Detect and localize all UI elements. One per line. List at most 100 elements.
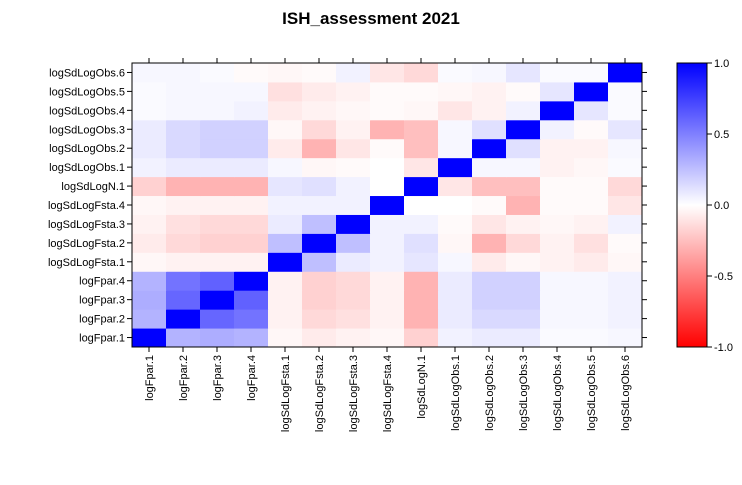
heatmap-cell (132, 252, 167, 272)
heatmap-cell (234, 252, 269, 272)
heatmap-cell (336, 157, 371, 178)
heatmap-cell (268, 100, 303, 121)
x-tick-label: logSdLogObs.4 (552, 355, 564, 431)
heatmap-cell (540, 195, 575, 215)
heatmap-cell (234, 100, 269, 121)
heatmap-cell (574, 195, 609, 215)
y-tick-label: logSdLogObs.3 (49, 124, 125, 136)
heatmap-cell (370, 119, 405, 140)
heatmap-cell (268, 290, 303, 310)
heatmap-cell (404, 233, 439, 253)
heatmap-cell (166, 233, 201, 253)
heatmap-cell (200, 328, 235, 348)
heatmap-cell (472, 195, 507, 215)
heatmap-cell (268, 233, 303, 253)
heatmap-cell (302, 233, 337, 253)
heatmap-cell (302, 290, 337, 310)
heatmap-cell (608, 157, 643, 178)
heatmap-cell (574, 290, 609, 310)
heatmap-cell (540, 328, 575, 348)
y-tick-label: logSdLogFsta.3 (48, 219, 125, 231)
y-tick-label: logSdLogObs.1 (49, 162, 125, 174)
heatmap-cell (370, 271, 405, 291)
x-axis: logFpar.1 logFpar.2 logFpar.3 logFpar.4 logS… (144, 58, 632, 432)
heatmap-cell (200, 290, 235, 310)
heatmap-cell (336, 309, 371, 329)
heatmap-cell (166, 252, 201, 272)
x-tick-label: logSdLogObs.2 (484, 355, 496, 431)
heatmap-cell (472, 63, 507, 83)
heatmap-cell (608, 81, 643, 102)
heatmap-cell (132, 309, 167, 329)
heatmap-cell (540, 252, 575, 272)
heatmap-cell (234, 214, 269, 234)
y-tick-label: logSdLogObs.6 (49, 67, 125, 79)
heatmap-cell (234, 195, 269, 215)
heatmap-cell (540, 81, 575, 102)
heatmap-cell (302, 271, 337, 291)
x-tick-label: logSdLogFsta.2 (314, 355, 326, 432)
x-tick-label: logFpar.4 (246, 355, 258, 401)
heatmap-cell (370, 290, 405, 310)
heatmap-cell (506, 119, 541, 140)
heatmap-cell (540, 214, 575, 234)
heatmap-cell (302, 138, 337, 159)
heatmap-cell (268, 309, 303, 329)
heatmap-cell (472, 328, 507, 348)
heatmap-cell (370, 309, 405, 329)
heatmap-cell (574, 328, 609, 348)
heatmap-cell (132, 100, 167, 121)
heatmap-cell (438, 271, 473, 291)
heatmap-cells (132, 63, 643, 348)
heatmap-cell (404, 309, 439, 329)
heatmap-cell (302, 100, 337, 121)
color-key: -1.0 -0.5 0.0 0.5 1.0 (707, 58, 733, 354)
heatmap-cell (200, 195, 235, 215)
heatmap-cell (472, 81, 507, 102)
heatmap-cell (200, 81, 235, 102)
x-tick-label: logSdLogObs.6 (620, 355, 632, 431)
heatmap-cell (540, 100, 575, 121)
heatmap-cell (506, 195, 541, 215)
heatmap-cell (404, 119, 439, 140)
heatmap-cell (200, 119, 235, 140)
heatmap-cell (574, 271, 609, 291)
heatmap-cell (472, 233, 507, 253)
heatmap-cell (302, 119, 337, 140)
heatmap-cell (132, 271, 167, 291)
heatmap-cell (336, 138, 371, 159)
heatmap-cell (608, 271, 643, 291)
heatmap-cell (472, 214, 507, 234)
heatmap-cell (438, 328, 473, 348)
heatmap-cell (370, 157, 405, 178)
heatmap-cell (166, 271, 201, 291)
heatmap-cell (336, 176, 371, 197)
heatmap-cell (370, 233, 405, 253)
heatmap-cell (200, 271, 235, 291)
color-key-bar (676, 62, 708, 348)
heatmap-cell (404, 63, 439, 83)
heatmap-cell (540, 309, 575, 329)
heatmap-cell (540, 138, 575, 159)
y-tick-label: logSdLogFsta.1 (48, 257, 125, 269)
heatmap-cell (132, 81, 167, 102)
heatmap-cell (506, 271, 541, 291)
heatmap-cell (200, 100, 235, 121)
heatmap-cell (200, 138, 235, 159)
heatmap-cell (268, 138, 303, 159)
heatmap-cell (302, 328, 337, 348)
heatmap-cell (608, 290, 643, 310)
heatmap-cell (608, 233, 643, 253)
heatmap-cell (132, 138, 167, 159)
heatmap-cell (438, 157, 473, 178)
heatmap-cell (234, 290, 269, 310)
heatmap-cell (404, 290, 439, 310)
heatmap-cell (608, 176, 643, 197)
heatmap-cell (132, 157, 167, 178)
heatmap-cell (200, 214, 235, 234)
heatmap-cell (132, 233, 167, 253)
heatmap-cell (336, 100, 371, 121)
heatmap-cell (404, 214, 439, 234)
heatmap-cell (234, 138, 269, 159)
